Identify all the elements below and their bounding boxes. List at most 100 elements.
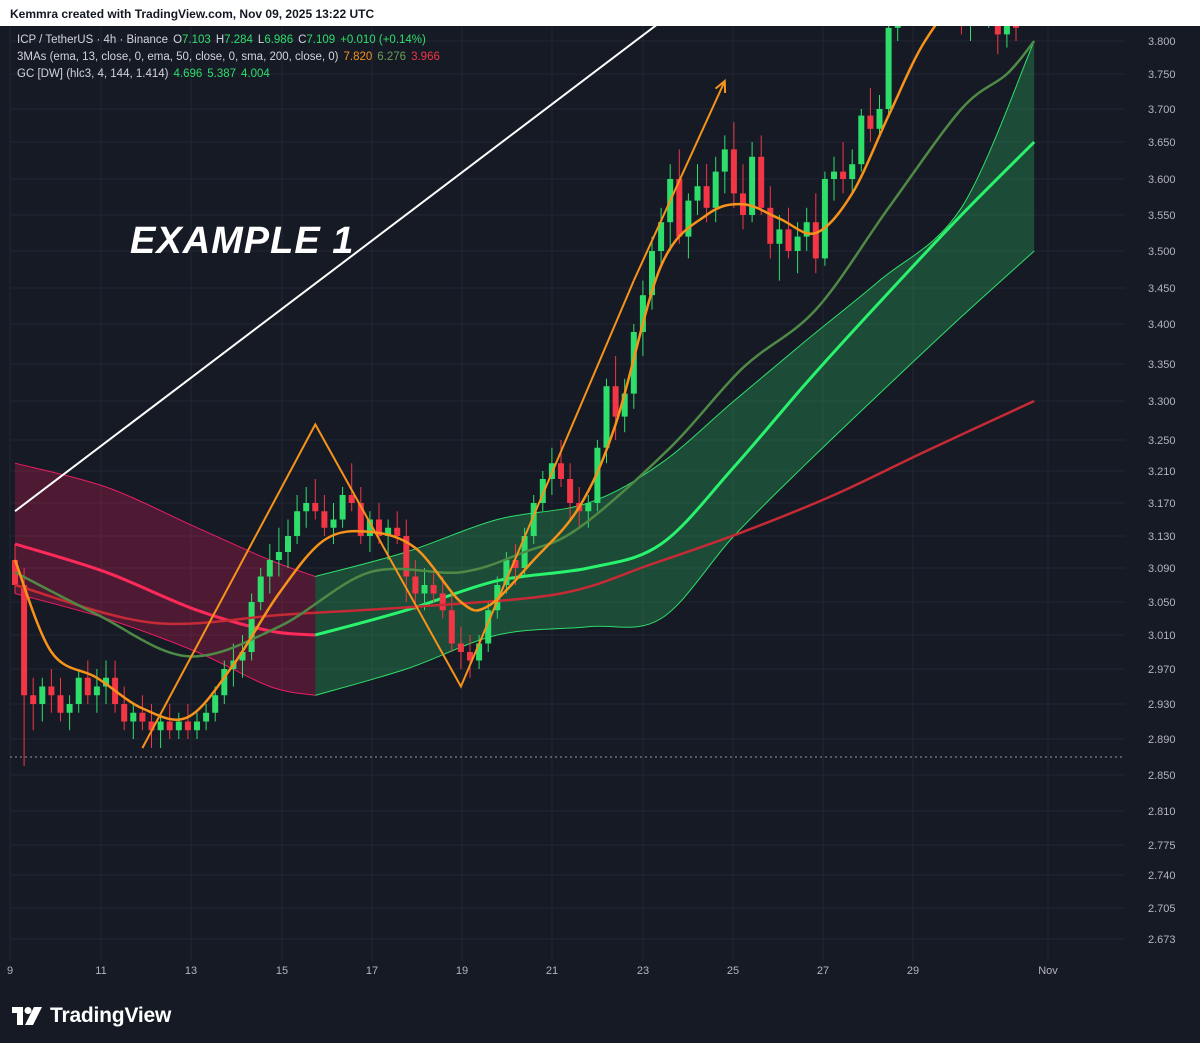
footer-bar: TradingView <box>0 986 1200 1043</box>
candle-body <box>685 200 692 237</box>
tradingview-logo-icon <box>12 1007 42 1025</box>
gc-band-fill <box>315 41 1035 696</box>
candle-body <box>148 721 155 731</box>
price-tick-label: 3.800 <box>1148 36 1176 48</box>
candle-body <box>849 164 856 179</box>
candle-body <box>303 503 310 512</box>
candle-body <box>530 503 537 536</box>
ema13-line <box>13 26 937 721</box>
candle-body <box>439 593 446 611</box>
candle-body <box>803 222 810 237</box>
candle-body <box>649 251 655 296</box>
candle-body <box>75 677 82 704</box>
legend-row-gc[interactable]: GC [DW] (hlc3, 4, 144, 1.414) 4.696 5.387 4… <box>17 68 275 80</box>
price-tick-label: 2.890 <box>1148 734 1176 746</box>
candle-body <box>676 179 683 237</box>
candle-body <box>776 229 783 244</box>
legend-3mas-name: 3MAs (ema, 13, close, 0, ema, 50, close,… <box>17 51 339 63</box>
gc-band-down <box>14 462 316 696</box>
candle-body <box>103 677 109 687</box>
time-tick-label: 23 <box>637 965 649 977</box>
price-tick-label: 2.810 <box>1148 806 1176 818</box>
price-tick-label: 3.050 <box>1148 597 1176 609</box>
legend-low: L6.986 <box>257 34 294 46</box>
candle-body <box>812 222 819 259</box>
candle-body <box>585 503 592 512</box>
price-tick-label: 2.740 <box>1148 870 1176 882</box>
candle-body <box>221 669 228 696</box>
candle-body <box>858 115 865 165</box>
time-tick-label: 15 <box>276 965 288 977</box>
gc-mid-line <box>14 542 316 637</box>
candle-body <box>30 695 37 704</box>
candle-body <box>21 585 28 696</box>
price-tick-label: 2.775 <box>1148 840 1176 852</box>
tradingview-logo[interactable]: TradingView <box>12 1004 171 1028</box>
candle-body <box>658 222 665 251</box>
legend-gc-v3: 4.004 <box>241 68 270 80</box>
plot-area <box>10 26 1125 766</box>
legend-gc-v1: 4.696 <box>173 68 203 80</box>
price-tick-label: 3.400 <box>1148 319 1176 331</box>
candle-body <box>385 527 392 536</box>
candle-body <box>558 463 564 479</box>
candle-body <box>703 186 710 208</box>
candle-body <box>730 149 737 194</box>
white-trend-line <box>14 26 657 512</box>
candle-body <box>785 229 792 251</box>
price-tick-label: 3.650 <box>1148 137 1176 149</box>
candle-body <box>567 479 574 503</box>
price-tick-label: 3.170 <box>1148 498 1176 510</box>
candle-body <box>1013 26 1019 28</box>
price-chart[interactable]: 3.800 3.750 3.700 3.650 3.600 3.550 3.500 3.450… <box>0 26 1200 986</box>
candle-body <box>758 156 765 208</box>
legend-3mas-v1: 7.820 <box>343 51 373 63</box>
legend-change: +0.010 (+0.14%) <box>340 34 426 46</box>
candle-body <box>485 610 492 644</box>
price-tick-label: 3.090 <box>1148 563 1176 575</box>
gc-mid-line <box>314 140 1036 637</box>
example-annotation: EXAMPLE 1 <box>130 220 355 262</box>
candle-body <box>403 536 410 577</box>
candle-body <box>612 386 619 417</box>
price-tick-label: 2.850 <box>1148 770 1176 782</box>
price-tick-label: 3.300 <box>1148 396 1176 408</box>
candle-body <box>121 704 128 722</box>
candle-body <box>157 721 164 731</box>
candle-body <box>1003 26 1010 35</box>
candle-body <box>639 295 646 332</box>
gc-upper-line <box>315 40 1035 577</box>
price-tick-label: 2.705 <box>1148 903 1176 915</box>
candle-body <box>840 171 847 179</box>
gc-band-fill <box>15 463 316 696</box>
price-tick-label: 3.500 <box>1148 246 1176 258</box>
header-bar: Kemmra created with TradingView.com, Nov… <box>0 0 1200 26</box>
candle-body <box>749 156 756 215</box>
arrow-line <box>632 80 726 282</box>
candle-body <box>794 236 801 251</box>
legend-gc-name: GC [DW] (hlc3, 4, 144, 1.414) <box>17 68 169 80</box>
legend-3mas-v3: 3.966 <box>411 51 440 63</box>
candle-body <box>503 560 510 585</box>
candle-body <box>421 585 428 594</box>
candle-body <box>767 207 774 244</box>
candle-body <box>357 503 364 536</box>
candle-body <box>885 27 892 109</box>
price-tick-label: 3.550 <box>1148 210 1176 222</box>
zigzag-line <box>141 280 635 749</box>
candle-body <box>48 686 55 696</box>
candle-body <box>184 721 191 731</box>
candle-body <box>66 704 73 713</box>
legend-row-3mas[interactable]: 3MAs (ema, 13, close, 0, ema, 50, close,… <box>17 51 445 63</box>
time-axis: 9 11 13 15 17 19 21 23 25 27 29 Nov <box>7 965 1058 977</box>
candle-body <box>348 495 355 503</box>
candle-body <box>831 171 837 179</box>
legend-row-symbol: ICP / TetherUS · 4h · Binance O7.103 H7.28… <box>17 34 431 46</box>
candle-body <box>512 560 519 568</box>
price-tick-label: 3.750 <box>1148 69 1176 81</box>
candle-body <box>894 26 901 28</box>
gc-band-up <box>314 40 1036 696</box>
ema50-line <box>14 40 1036 658</box>
candle-body <box>376 519 382 536</box>
tradingview-brand: TradingView <box>50 1004 172 1027</box>
